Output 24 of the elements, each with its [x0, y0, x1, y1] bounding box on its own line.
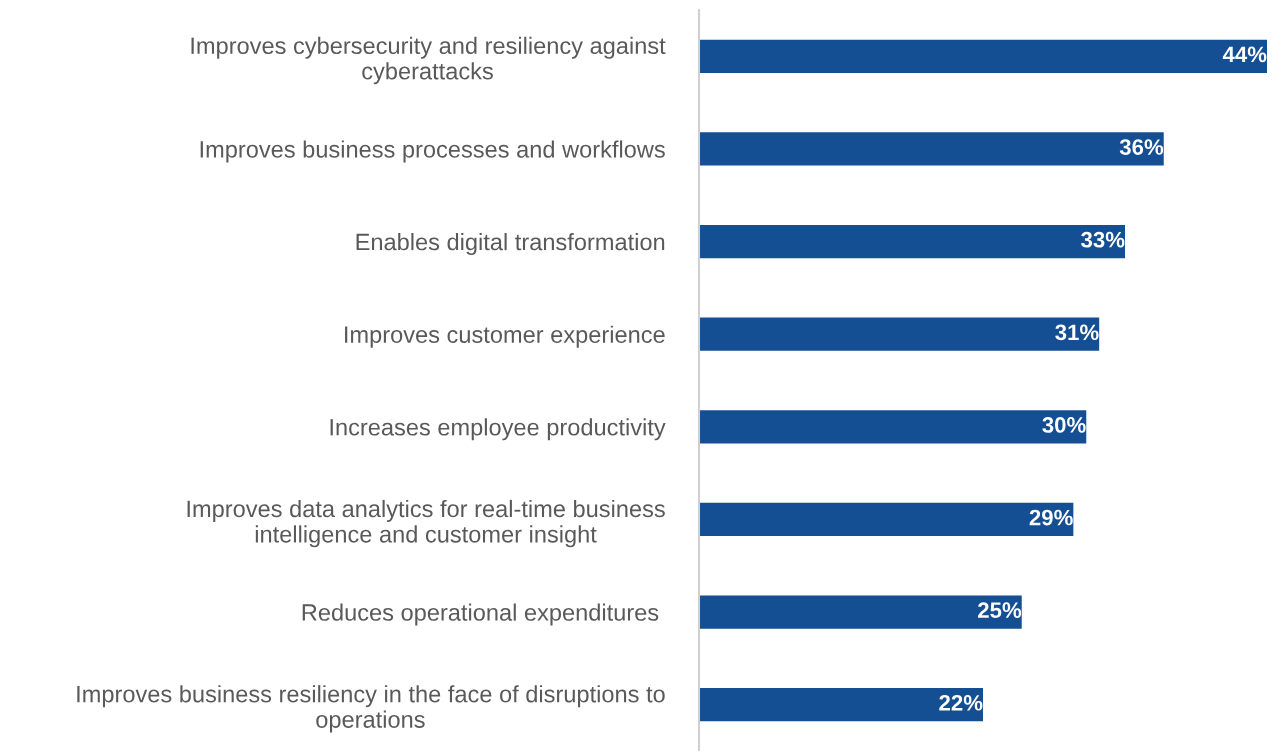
data-label: 29%: [1029, 509, 1073, 526]
y-tick-label: Improves business processes and workflows: [200, 140, 665, 163]
y-tick-label: Enables digital transformation: [356, 233, 665, 256]
y-tick-label: Improves business resiliency in the face of disruptions to operations: [77, 685, 665, 733]
y-tick-label: Increases employee productivity: [330, 418, 666, 441]
bar: [699, 132, 1164, 166]
bar: [699, 39, 1267, 73]
y-tick-label: Improves data analytics for real-time business intelligence and customer insight: [187, 499, 665, 548]
bar: [699, 410, 1087, 444]
y-tick-label: Improves customer experience: [345, 325, 665, 348]
data-label: 31%: [1055, 324, 1099, 341]
y-tick-label: Improves cybersecurity and resiliency against cyberattacks: [191, 36, 666, 85]
bar: [699, 502, 1074, 537]
data-label: 36%: [1119, 139, 1164, 155]
data-label: 25%: [978, 602, 1022, 619]
bar: [699, 224, 1125, 259]
data-label: 22%: [939, 694, 983, 711]
bar: [699, 595, 1022, 629]
bar: [699, 688, 983, 722]
data-label: 44%: [1222, 46, 1267, 63]
y-tick-label: Reduces operational expenditures: [302, 603, 659, 626]
bar: [699, 317, 1100, 351]
data-label: 33%: [1081, 231, 1125, 248]
data-label: 30%: [1042, 417, 1086, 433]
